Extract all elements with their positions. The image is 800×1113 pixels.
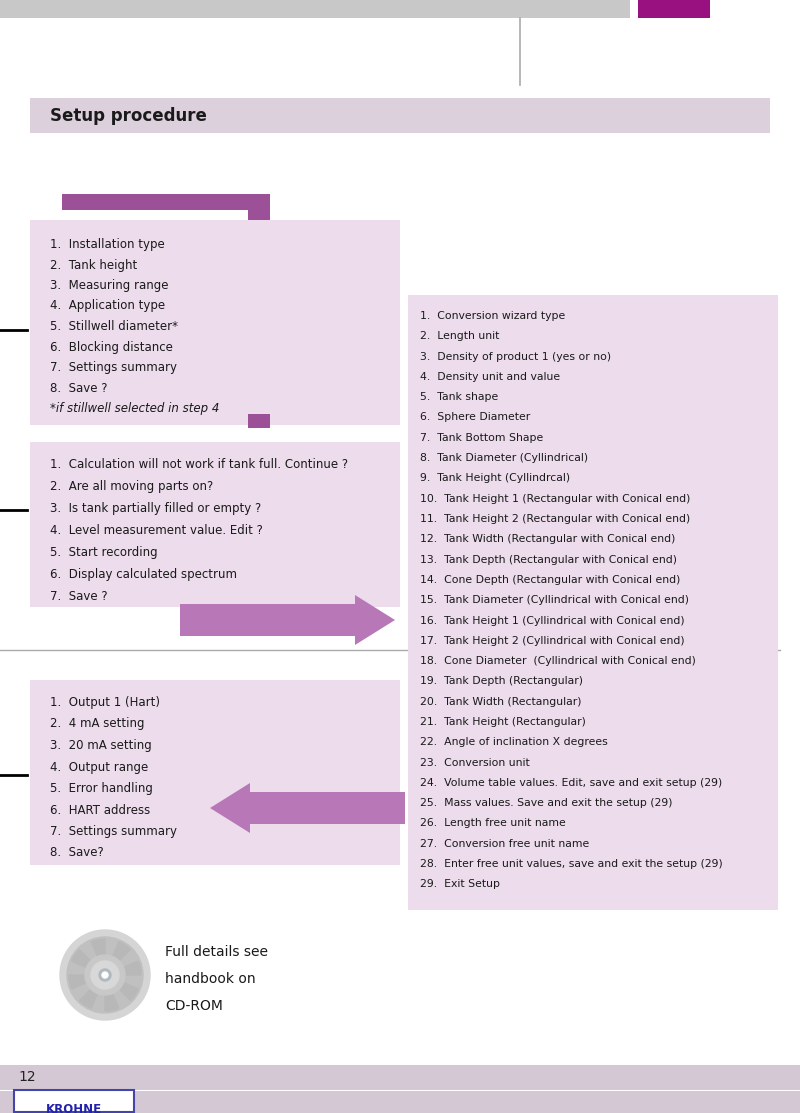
Text: CD-ROM: CD-ROM bbox=[165, 999, 223, 1013]
Text: 27.  Conversion free unit name: 27. Conversion free unit name bbox=[420, 839, 590, 849]
Text: 2.  Length unit: 2. Length unit bbox=[420, 332, 499, 342]
Text: 3.  Measuring range: 3. Measuring range bbox=[50, 279, 169, 292]
Text: Full details see: Full details see bbox=[165, 945, 268, 959]
Text: 12.  Tank Width (Rectangular with Conical end): 12. Tank Width (Rectangular with Conical… bbox=[420, 534, 675, 544]
Text: 12: 12 bbox=[18, 1070, 36, 1084]
Text: 6.  Blocking distance: 6. Blocking distance bbox=[50, 341, 173, 354]
Bar bbox=[248, 414, 270, 429]
Bar bbox=[14, 1090, 134, 1112]
Text: 10.  Tank Height 1 (Rectangular with Conical end): 10. Tank Height 1 (Rectangular with Coni… bbox=[420, 494, 690, 504]
Text: 7.  Tank Bottom Shape: 7. Tank Bottom Shape bbox=[420, 433, 543, 443]
Text: 5.  Start recording: 5. Start recording bbox=[50, 546, 158, 559]
Text: 6.  Display calculated spectrum: 6. Display calculated spectrum bbox=[50, 568, 237, 581]
Text: 8.  Save?: 8. Save? bbox=[50, 847, 104, 859]
FancyArrow shape bbox=[180, 595, 395, 646]
Text: 3.  Density of product 1 (yes or no): 3. Density of product 1 (yes or no) bbox=[420, 352, 611, 362]
Text: 26.  Length free unit name: 26. Length free unit name bbox=[420, 818, 566, 828]
Text: 5.  Stillwell diameter*: 5. Stillwell diameter* bbox=[50, 321, 178, 333]
Text: 4.  Density unit and value: 4. Density unit and value bbox=[420, 372, 560, 382]
Text: Setup procedure: Setup procedure bbox=[50, 107, 207, 125]
Polygon shape bbox=[105, 975, 118, 1011]
Polygon shape bbox=[105, 962, 141, 975]
Text: 4.  Output range: 4. Output range bbox=[50, 760, 148, 774]
Text: 24.  Volume table values. Edit, save and exit setup (29): 24. Volume table values. Edit, save and … bbox=[420, 778, 722, 788]
Text: 3.  20 mA setting: 3. 20 mA setting bbox=[50, 739, 152, 752]
Circle shape bbox=[85, 955, 125, 995]
Text: 18.  Cone Diameter  (Cyllindrical with Conical end): 18. Cone Diameter (Cyllindrical with Con… bbox=[420, 656, 696, 666]
Bar bbox=[30, 680, 400, 865]
Circle shape bbox=[99, 969, 111, 981]
Text: 23.  Conversion unit: 23. Conversion unit bbox=[420, 758, 530, 768]
Text: 7.  Settings summary: 7. Settings summary bbox=[50, 825, 177, 838]
Text: 29.  Exit Setup: 29. Exit Setup bbox=[420, 879, 500, 889]
Text: 6.  Sphere Diameter: 6. Sphere Diameter bbox=[420, 413, 530, 423]
Text: 1.  Conversion wizard type: 1. Conversion wizard type bbox=[420, 311, 566, 321]
Bar bbox=[0, 1091, 800, 1113]
Text: 5.  Tank shape: 5. Tank shape bbox=[420, 392, 498, 402]
Text: 2.  Tank height: 2. Tank height bbox=[50, 258, 138, 272]
Text: 22.  Angle of inclination X degrees: 22. Angle of inclination X degrees bbox=[420, 737, 608, 747]
Circle shape bbox=[60, 930, 150, 1020]
Text: 3.  Is tank partially filled or empty ?: 3. Is tank partially filled or empty ? bbox=[50, 502, 262, 515]
Bar bbox=[30, 98, 770, 132]
Text: KROHNE: KROHNE bbox=[46, 1103, 102, 1113]
Text: 7.  Save ?: 7. Save ? bbox=[50, 590, 108, 603]
Polygon shape bbox=[105, 942, 130, 975]
Text: 4.  Level measurement value. Edit ?: 4. Level measurement value. Edit ? bbox=[50, 524, 263, 536]
Text: 1.  Installation type: 1. Installation type bbox=[50, 238, 165, 252]
Text: 1.  Calculation will not work if tank full. Continue ?: 1. Calculation will not work if tank ful… bbox=[50, 459, 348, 471]
Text: 19.  Tank Depth (Rectangular): 19. Tank Depth (Rectangular) bbox=[420, 677, 583, 687]
Text: 1.  Output 1 (Hart): 1. Output 1 (Hart) bbox=[50, 696, 160, 709]
Bar bbox=[62, 194, 262, 210]
Text: 17.  Tank Height 2 (Cyllindrical with Conical end): 17. Tank Height 2 (Cyllindrical with Con… bbox=[420, 636, 685, 646]
Bar bbox=[0, 1065, 800, 1090]
Polygon shape bbox=[72, 949, 105, 975]
Bar bbox=[30, 220, 400, 425]
Polygon shape bbox=[105, 975, 138, 1001]
Text: 21.  Tank Height (Rectangular): 21. Tank Height (Rectangular) bbox=[420, 717, 586, 727]
FancyArrow shape bbox=[210, 784, 405, 833]
Polygon shape bbox=[91, 939, 105, 975]
Bar bbox=[638, 0, 710, 18]
Polygon shape bbox=[79, 975, 105, 1008]
Bar bbox=[30, 442, 400, 607]
Text: 2.  Are all moving parts on?: 2. Are all moving parts on? bbox=[50, 480, 214, 493]
Circle shape bbox=[67, 937, 143, 1013]
Circle shape bbox=[102, 972, 108, 978]
Text: 5.  Error handling: 5. Error handling bbox=[50, 782, 153, 795]
Bar bbox=[248, 194, 270, 220]
Circle shape bbox=[91, 961, 119, 989]
Text: *if stillwell selected in step 4: *if stillwell selected in step 4 bbox=[50, 402, 219, 415]
Text: 20.  Tank Width (Rectangular): 20. Tank Width (Rectangular) bbox=[420, 697, 582, 707]
Bar bbox=[408, 295, 778, 910]
Polygon shape bbox=[69, 975, 105, 988]
Text: 13.  Tank Depth (Rectangular with Conical end): 13. Tank Depth (Rectangular with Conical… bbox=[420, 554, 677, 564]
Text: 25.  Mass values. Save and exit the setup (29): 25. Mass values. Save and exit the setup… bbox=[420, 798, 673, 808]
Text: 2.  4 mA setting: 2. 4 mA setting bbox=[50, 718, 145, 730]
Text: 8.  Tank Diameter (Cyllindrical): 8. Tank Diameter (Cyllindrical) bbox=[420, 453, 588, 463]
Text: 8.  Save ?: 8. Save ? bbox=[50, 382, 107, 394]
Text: 15.  Tank Diameter (Cyllindrical with Conical end): 15. Tank Diameter (Cyllindrical with Con… bbox=[420, 595, 689, 605]
Text: 7.  Settings summary: 7. Settings summary bbox=[50, 361, 177, 374]
Text: 4.  Application type: 4. Application type bbox=[50, 299, 165, 313]
Text: 6.  HART address: 6. HART address bbox=[50, 804, 150, 817]
Text: 14.  Cone Depth (Rectangular with Conical end): 14. Cone Depth (Rectangular with Conical… bbox=[420, 575, 680, 585]
Bar bbox=[0, 0, 630, 18]
Text: handbook on: handbook on bbox=[165, 972, 256, 986]
Text: 16.  Tank Height 1 (Cyllindrical with Conical end): 16. Tank Height 1 (Cyllindrical with Con… bbox=[420, 615, 685, 626]
Text: 11.  Tank Height 2 (Rectangular with Conical end): 11. Tank Height 2 (Rectangular with Coni… bbox=[420, 514, 690, 524]
Text: 9.  Tank Height (Cyllindrcal): 9. Tank Height (Cyllindrcal) bbox=[420, 473, 570, 483]
Text: 28.  Enter free unit values, save and exit the setup (29): 28. Enter free unit values, save and exi… bbox=[420, 859, 722, 869]
